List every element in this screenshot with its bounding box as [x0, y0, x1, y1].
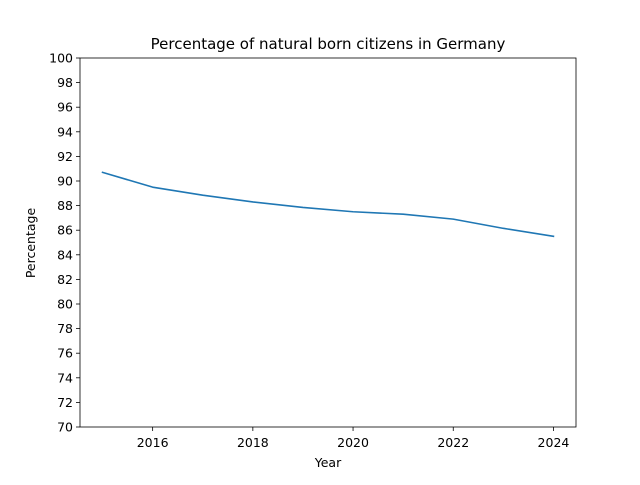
x-axis-label: Year [314, 455, 342, 470]
y-tick-label: 80 [57, 297, 73, 312]
axes-frame [79, 57, 577, 428]
y-tick-label: 76 [57, 346, 73, 361]
y-tick-label: 72 [57, 395, 73, 410]
y-tick-label: 74 [57, 370, 73, 385]
x-tick-label: 2016 [137, 435, 169, 450]
y-tick-label: 94 [57, 124, 73, 139]
y-tick-label: 92 [57, 149, 73, 164]
x-tick-label: 2018 [237, 435, 269, 450]
y-tick-label: 78 [57, 321, 73, 336]
y-tick-label: 86 [57, 223, 73, 238]
y-tick-label: 90 [57, 174, 73, 189]
x-tick-label: 2020 [337, 435, 369, 450]
x-tick-label: 2022 [437, 435, 469, 450]
plot-area: 70 72 74 76 78 80 82 84 86 88 90 92 94 96 98 100 2016 201… [49, 51, 577, 450]
y-axis-label: Percentage [23, 208, 38, 279]
y-tick-label: 98 [57, 75, 73, 90]
y-tick-label: 88 [57, 198, 73, 213]
y-tick-label: 96 [57, 100, 73, 115]
y-tick-label: 82 [57, 272, 73, 287]
x-tick-label: 2024 [538, 435, 570, 450]
y-tick-label: 84 [57, 247, 73, 262]
chart-title: Percentage of natural born citizens in G… [151, 35, 506, 53]
y-tick-label: 100 [49, 51, 73, 66]
series-line [101, 171, 555, 238]
y-tick-label: 70 [57, 420, 73, 435]
